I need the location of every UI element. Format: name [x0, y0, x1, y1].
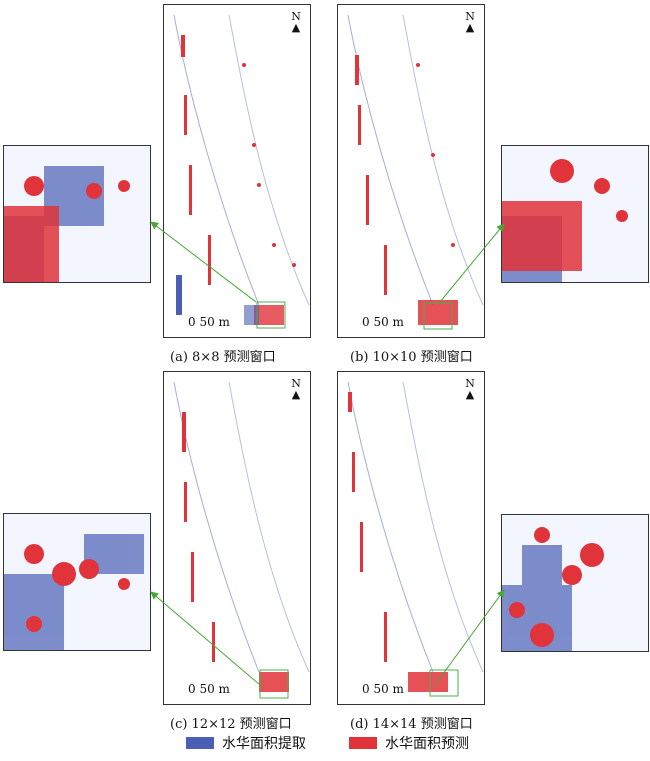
- map-panel-c: N ▲ 0 50 m: [163, 371, 311, 705]
- zoom-panel-b: [501, 145, 649, 283]
- north-arrow-c: N ▲: [291, 377, 301, 401]
- map-panel-a: N ▲ 0 50 m: [163, 4, 311, 338]
- caption-d: (d) 14×14 预测窗口: [350, 717, 473, 732]
- map-d-graphic: [347, 381, 484, 697]
- scale-bar-c: 0 50 m: [188, 682, 230, 696]
- arrow-d: [434, 589, 505, 686]
- scale-bar-b: 0 50 m: [362, 315, 404, 329]
- zoom-panel-a: [3, 145, 151, 283]
- legend-predict-label: 水华面积预测: [385, 736, 469, 752]
- legend-predict: 水华面积预测: [349, 733, 469, 753]
- legend-extract: 水华面积提取: [186, 733, 306, 753]
- map-a-graphic: [173, 14, 310, 329]
- legend-extract-label: 水华面积提取: [222, 736, 306, 752]
- extract-swatch: [186, 737, 214, 749]
- caption-a: (a) 8×8 预测窗口: [170, 350, 276, 365]
- north-arrow-b: N ▲: [465, 10, 475, 34]
- scale-bar-d: 0 50 m: [362, 682, 404, 696]
- north-arrow-a: N ▲: [291, 10, 301, 34]
- arrow-a: [150, 221, 257, 303]
- map-panel-b: N ▲ 0 50 m: [337, 4, 485, 338]
- arrow-b: [439, 223, 505, 303]
- arrow-c: [150, 591, 261, 686]
- zoom-a-graphic: [4, 146, 150, 282]
- map-b-graphic: [347, 14, 484, 330]
- zoom-c-graphic: [4, 514, 150, 650]
- predict-swatch: [349, 737, 377, 749]
- north-arrow-d: N ▲: [465, 377, 475, 401]
- caption-b: (b) 10×10 预测窗口: [350, 350, 473, 365]
- zoom-d-graphic: [502, 515, 648, 651]
- zoom-panel-d: [501, 514, 649, 652]
- caption-c: (c) 12×12 预测窗口: [170, 717, 292, 732]
- scale-bar-a: 0 50 m: [188, 315, 230, 329]
- map-c-graphic: [173, 381, 310, 699]
- zoom-panel-c: [3, 513, 151, 651]
- zoom-b-graphic: [502, 146, 648, 282]
